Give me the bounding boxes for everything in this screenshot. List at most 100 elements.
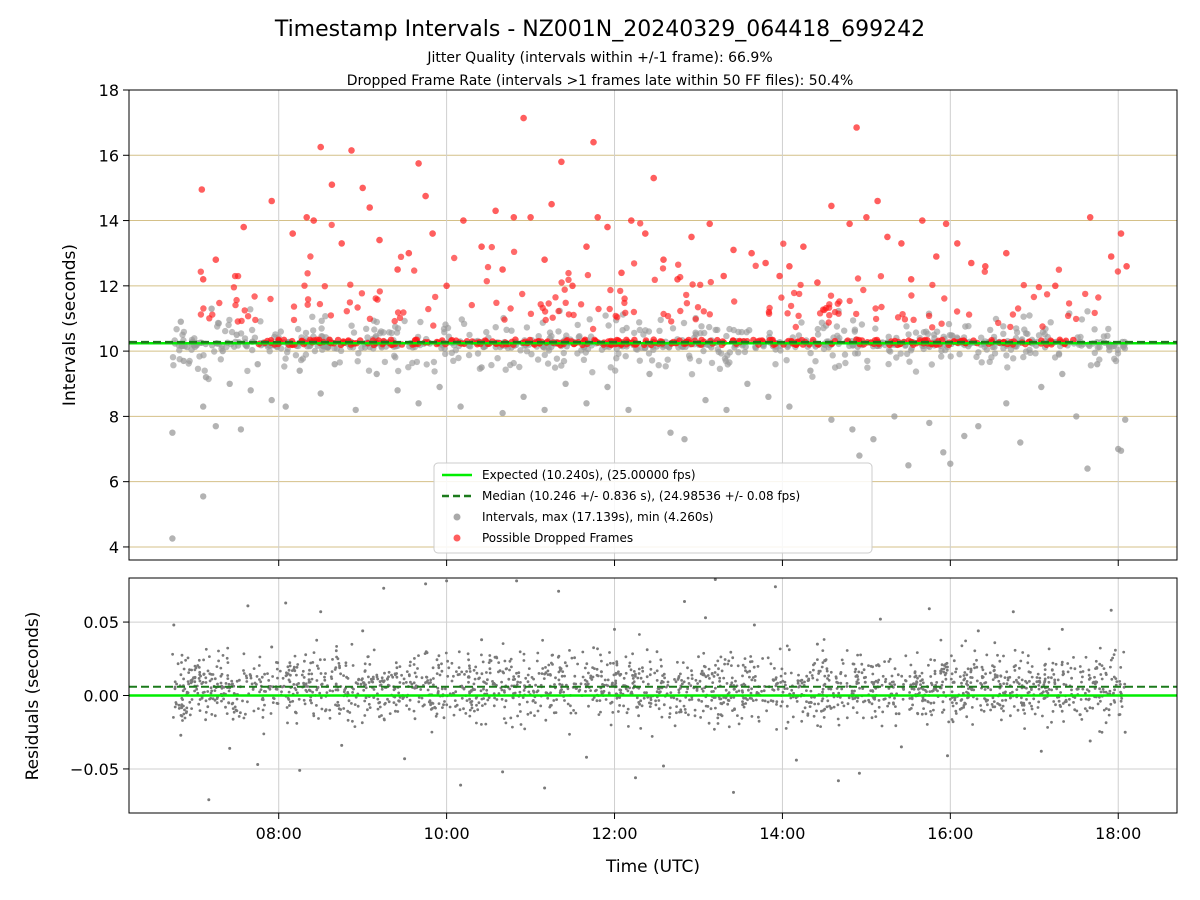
dropped-frame-point xyxy=(863,214,870,221)
interval-point xyxy=(299,355,307,362)
residual-point xyxy=(805,689,808,692)
residual-point xyxy=(805,700,808,703)
residual-point xyxy=(204,676,208,680)
residual-point xyxy=(795,700,799,703)
interval-point xyxy=(499,409,506,417)
residual-point xyxy=(315,679,319,682)
interval-point xyxy=(1000,323,1007,330)
residual-point xyxy=(474,696,478,700)
interval-point xyxy=(1105,325,1112,333)
residual-point xyxy=(1081,675,1084,679)
residual-point xyxy=(460,696,464,700)
residual-point xyxy=(979,704,982,707)
interval-point xyxy=(807,349,814,357)
residual-point xyxy=(255,675,259,678)
dropped-frame-point xyxy=(899,311,906,318)
residual-point xyxy=(375,673,379,677)
residual-point xyxy=(523,727,527,731)
residual-point xyxy=(877,664,881,668)
residuals-y-label: Residuals (seconds) xyxy=(23,612,43,781)
residual-point xyxy=(1030,675,1034,679)
residual-point xyxy=(402,682,405,685)
residual-point xyxy=(1032,682,1035,686)
residual-point xyxy=(856,653,859,657)
residual-point xyxy=(550,653,554,657)
residual-point xyxy=(413,671,417,675)
dropped-frame-point xyxy=(660,310,667,318)
residual-point xyxy=(641,669,645,673)
residual-point xyxy=(1061,673,1065,677)
interval-point xyxy=(233,331,240,338)
residual-point xyxy=(942,670,946,674)
residual-point xyxy=(232,710,236,714)
residual-point xyxy=(839,681,843,685)
residual-point xyxy=(540,672,544,675)
residual-point xyxy=(1011,610,1015,614)
dropped-frame-point xyxy=(942,220,950,228)
residual-point xyxy=(455,670,458,673)
residual-point xyxy=(522,659,526,662)
residual-point xyxy=(726,662,730,666)
residual-point xyxy=(432,683,435,687)
residual-point xyxy=(874,715,878,718)
residual-point xyxy=(842,704,846,708)
residual-point xyxy=(440,662,443,666)
residual-point xyxy=(334,682,338,686)
residual-point xyxy=(714,686,717,690)
dropped-frame-point xyxy=(688,233,695,241)
dropped-frame-point xyxy=(198,186,206,193)
intervals-y-label: Intervals (seconds) xyxy=(60,244,80,406)
residual-point xyxy=(837,723,841,727)
residuals-y-tick-label: −0.05 xyxy=(70,760,119,779)
residual-point xyxy=(921,678,924,682)
residual-point xyxy=(516,680,520,684)
dropped-frame-point xyxy=(562,299,569,306)
residual-point xyxy=(904,654,908,658)
residual-point xyxy=(544,671,548,675)
residual-point xyxy=(917,687,921,691)
dropped-frame-point xyxy=(590,138,597,146)
interval-point xyxy=(553,355,561,362)
interval-point xyxy=(458,316,465,323)
residual-point xyxy=(501,642,505,645)
residual-point xyxy=(288,680,292,684)
dropped-frame-point xyxy=(762,259,769,267)
residual-point xyxy=(563,661,567,665)
dropped-frame-point xyxy=(1114,268,1122,275)
residual-point xyxy=(378,680,382,683)
residual-point xyxy=(302,681,305,685)
residual-point xyxy=(1009,696,1012,700)
residual-point xyxy=(263,672,266,676)
residual-point xyxy=(408,664,412,667)
residual-point xyxy=(617,710,620,713)
interval-point xyxy=(417,318,424,326)
interval-point xyxy=(655,362,662,369)
residual-point xyxy=(513,677,517,681)
residual-point xyxy=(308,668,311,672)
interval-point xyxy=(688,371,696,378)
interval-point xyxy=(222,327,229,335)
residual-point xyxy=(908,697,912,700)
dropped-frame-points xyxy=(198,114,1130,290)
interval-point xyxy=(1091,349,1099,356)
dropped-frame-point xyxy=(1095,294,1102,301)
residual-point xyxy=(1087,697,1091,701)
residual-point xyxy=(1050,688,1053,692)
residual-point xyxy=(515,671,518,675)
residual-point xyxy=(810,674,814,677)
residual-point xyxy=(1080,680,1083,684)
dropped-frame-point xyxy=(252,316,259,324)
residuals-dense-band xyxy=(171,633,1127,738)
residual-point xyxy=(1088,706,1092,710)
residual-point xyxy=(864,675,867,679)
interval-point xyxy=(905,331,912,338)
interval-point xyxy=(858,321,866,328)
interval-point xyxy=(394,387,401,394)
residual-point xyxy=(599,653,602,657)
residual-point xyxy=(558,682,562,686)
residual-point xyxy=(210,713,214,716)
interval-point xyxy=(583,400,590,407)
residual-point xyxy=(225,656,229,660)
interval-point xyxy=(200,493,207,500)
